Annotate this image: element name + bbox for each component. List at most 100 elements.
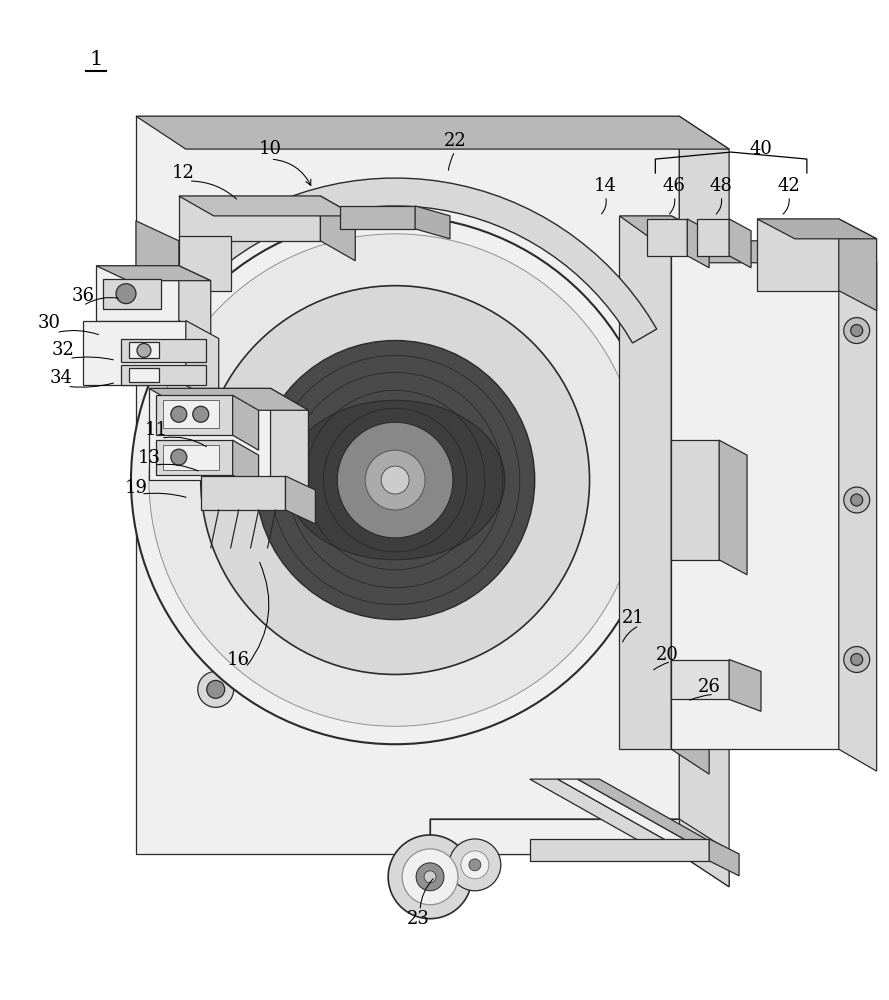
Polygon shape xyxy=(679,116,729,887)
Text: 32: 32 xyxy=(52,341,75,359)
Polygon shape xyxy=(149,388,308,410)
Polygon shape xyxy=(719,440,747,575)
Polygon shape xyxy=(96,266,211,281)
Text: 22: 22 xyxy=(444,132,467,150)
Polygon shape xyxy=(557,779,687,841)
Text: 20: 20 xyxy=(656,646,678,664)
Circle shape xyxy=(207,680,225,698)
Polygon shape xyxy=(671,440,719,560)
Text: 30: 30 xyxy=(37,314,60,332)
Circle shape xyxy=(256,340,534,620)
Polygon shape xyxy=(647,219,687,256)
Polygon shape xyxy=(671,241,877,263)
Circle shape xyxy=(197,671,234,707)
Text: 21: 21 xyxy=(622,609,645,627)
Polygon shape xyxy=(729,660,761,711)
Polygon shape xyxy=(687,219,709,268)
Polygon shape xyxy=(149,388,270,480)
Polygon shape xyxy=(430,819,679,854)
Polygon shape xyxy=(757,219,877,239)
Text: 11: 11 xyxy=(144,421,167,439)
Circle shape xyxy=(449,839,501,891)
Polygon shape xyxy=(186,321,219,402)
Polygon shape xyxy=(285,476,316,524)
Circle shape xyxy=(397,701,433,737)
Circle shape xyxy=(851,325,862,337)
Circle shape xyxy=(406,710,424,728)
Polygon shape xyxy=(156,395,233,435)
Text: 23: 23 xyxy=(406,910,429,928)
Polygon shape xyxy=(136,116,729,149)
Circle shape xyxy=(171,449,187,465)
Polygon shape xyxy=(530,839,709,861)
Text: 34: 34 xyxy=(50,369,73,387)
Circle shape xyxy=(381,466,409,494)
Polygon shape xyxy=(620,216,671,749)
Circle shape xyxy=(416,863,444,891)
Circle shape xyxy=(851,654,862,665)
Polygon shape xyxy=(201,476,285,510)
Polygon shape xyxy=(671,241,838,749)
Polygon shape xyxy=(233,440,259,490)
Polygon shape xyxy=(129,368,159,382)
Circle shape xyxy=(149,234,641,726)
Polygon shape xyxy=(163,445,219,470)
Polygon shape xyxy=(709,839,739,876)
Polygon shape xyxy=(96,266,179,321)
Text: 16: 16 xyxy=(228,651,250,669)
Text: 46: 46 xyxy=(663,177,685,195)
Polygon shape xyxy=(671,660,729,699)
Polygon shape xyxy=(103,279,161,309)
Circle shape xyxy=(844,487,869,513)
Text: 13: 13 xyxy=(138,449,160,467)
Polygon shape xyxy=(270,388,308,502)
Polygon shape xyxy=(697,219,729,256)
Circle shape xyxy=(131,216,660,744)
Polygon shape xyxy=(320,196,356,261)
Circle shape xyxy=(402,849,458,905)
Circle shape xyxy=(388,835,472,919)
Polygon shape xyxy=(129,342,159,358)
Polygon shape xyxy=(133,178,657,343)
Polygon shape xyxy=(415,206,450,239)
Ellipse shape xyxy=(285,400,505,560)
Polygon shape xyxy=(233,395,259,450)
Polygon shape xyxy=(136,116,679,854)
Text: 12: 12 xyxy=(172,164,195,182)
Polygon shape xyxy=(136,221,179,291)
Polygon shape xyxy=(757,219,838,291)
Circle shape xyxy=(171,406,187,422)
Polygon shape xyxy=(121,339,205,362)
Circle shape xyxy=(137,343,151,357)
Text: 14: 14 xyxy=(594,177,617,195)
Polygon shape xyxy=(156,440,233,475)
Circle shape xyxy=(337,422,453,538)
Text: 36: 36 xyxy=(72,287,94,305)
Polygon shape xyxy=(838,219,877,311)
Text: 10: 10 xyxy=(259,140,282,158)
Polygon shape xyxy=(671,216,709,774)
Circle shape xyxy=(424,871,436,883)
Circle shape xyxy=(116,284,136,304)
Circle shape xyxy=(844,647,869,672)
Polygon shape xyxy=(121,365,205,385)
Text: 48: 48 xyxy=(709,177,733,195)
Circle shape xyxy=(469,859,481,871)
Text: 40: 40 xyxy=(749,140,773,158)
Polygon shape xyxy=(729,219,751,268)
Circle shape xyxy=(851,494,862,506)
Text: 19: 19 xyxy=(124,479,148,497)
Polygon shape xyxy=(179,266,211,336)
Circle shape xyxy=(365,450,425,510)
Circle shape xyxy=(201,286,589,674)
Text: 26: 26 xyxy=(698,678,721,696)
Polygon shape xyxy=(179,196,320,241)
Polygon shape xyxy=(84,321,186,385)
Circle shape xyxy=(193,406,209,422)
Polygon shape xyxy=(838,241,877,771)
Polygon shape xyxy=(179,196,356,216)
Text: 1: 1 xyxy=(90,50,103,69)
Polygon shape xyxy=(179,236,230,291)
Circle shape xyxy=(461,851,489,879)
Polygon shape xyxy=(620,216,709,236)
